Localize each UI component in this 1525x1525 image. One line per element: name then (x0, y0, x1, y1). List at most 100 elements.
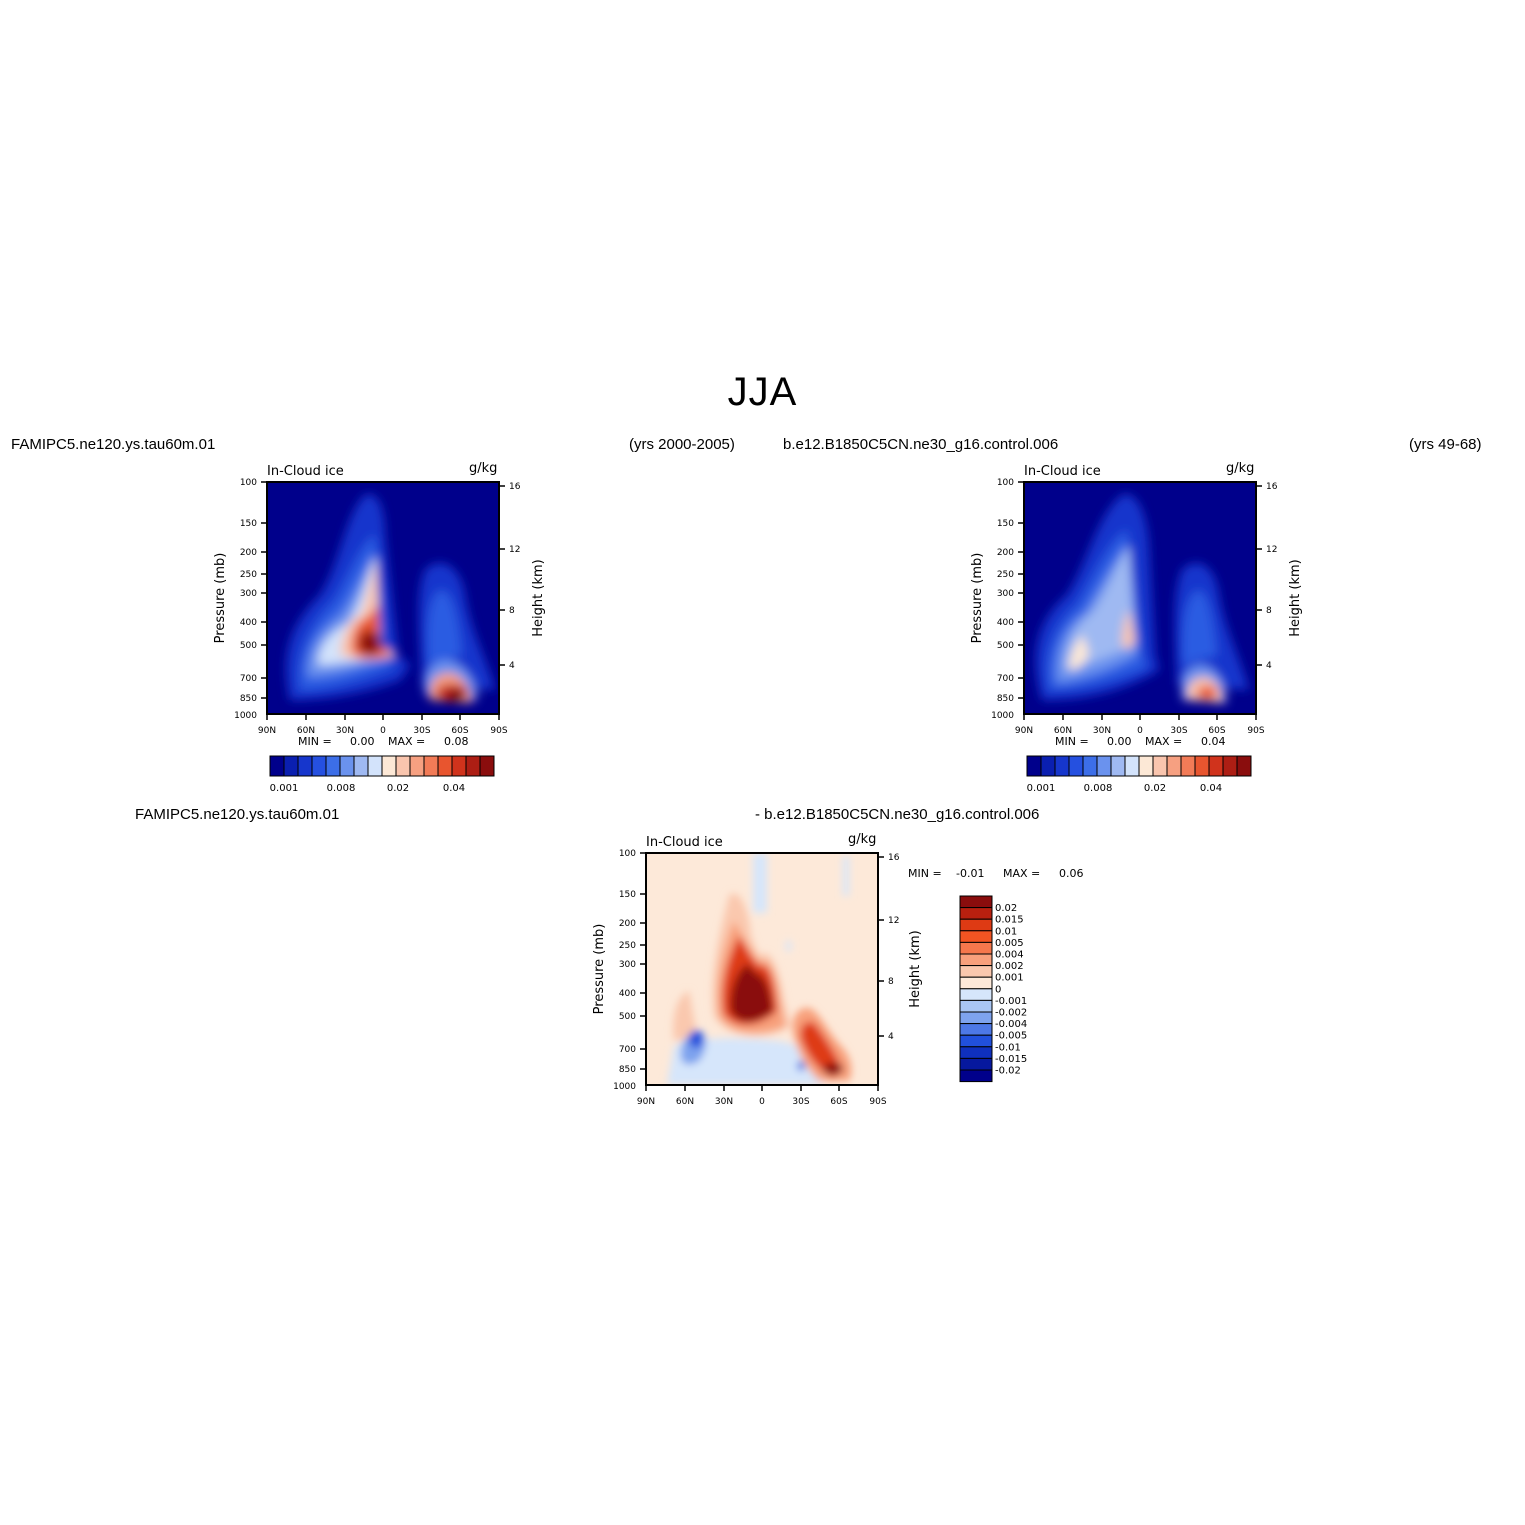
svg-text:1000: 1000 (234, 711, 257, 721)
diff-colorbar-box (959, 1057, 993, 1071)
svg-text:30S: 30S (1170, 726, 1187, 736)
svg-text:30S: 30S (413, 726, 430, 736)
left-cb-label-3: 0.02 (387, 783, 409, 794)
right-colorbar-box (1082, 755, 1098, 777)
svg-text:500: 500 (619, 1012, 636, 1022)
svg-text:200: 200 (619, 919, 636, 929)
left-var-label: In-Cloud ice (267, 464, 344, 479)
svg-text:300: 300 (240, 589, 257, 599)
svg-text:16: 16 (1266, 482, 1278, 492)
right-contour-field (1024, 482, 1256, 714)
diff-contour-field (646, 853, 878, 1085)
diff-colorbar-box (959, 976, 993, 990)
left-colorbar-box (353, 755, 369, 777)
left-colorbar-box (297, 755, 313, 777)
left-colorbar-box (339, 755, 355, 777)
svg-text:12: 12 (1266, 545, 1277, 555)
svg-text:90S: 90S (869, 1097, 886, 1107)
right-min-label: MIN = (1055, 735, 1089, 748)
right-colorbar-box (1194, 755, 1210, 777)
right-colorbar-box (1152, 755, 1168, 777)
diff-colorbar-box (959, 907, 993, 920)
svg-text:100: 100 (997, 478, 1014, 488)
left-colorbar-box (381, 755, 397, 777)
left-max-label: MAX = (388, 735, 425, 748)
svg-text:300: 300 (997, 589, 1014, 599)
svg-text:16: 16 (888, 853, 900, 863)
right-var-label: In-Cloud ice (1024, 464, 1101, 479)
diff-colorbar-box (959, 895, 993, 909)
svg-text:16: 16 (509, 482, 521, 492)
svg-text:12: 12 (888, 916, 899, 926)
diff-colorbar-box (959, 953, 993, 967)
svg-text:60N: 60N (297, 726, 315, 736)
right-colorbar-box (1026, 755, 1042, 777)
svg-text:700: 700 (240, 674, 257, 684)
left-height-label: Height (km) (531, 559, 546, 636)
diff-colorbar-box (959, 1011, 993, 1025)
left-cb-label-2: 0.008 (327, 783, 356, 794)
left-panel: In-Cloud ice g/kg 100 150 200 250 300 400 50… (213, 461, 546, 748)
svg-text:30S: 30S (792, 1097, 809, 1107)
left-pressure-label: Pressure (mb) (213, 553, 228, 644)
diff-max-value: 0.06 (1059, 867, 1084, 880)
diff-colorbar-box (959, 941, 993, 955)
svg-text:400: 400 (619, 989, 636, 999)
svg-text:12: 12 (509, 545, 520, 555)
diff-colorbar-label: 0.01 (995, 926, 1017, 937)
diff-colorbar-label: 0 (995, 984, 1001, 995)
diff-units: g/kg (848, 832, 876, 847)
svg-text:150: 150 (619, 890, 636, 900)
svg-text:200: 200 (240, 548, 257, 558)
svg-text:250: 250 (240, 570, 257, 580)
diff-colorbar (959, 895, 993, 1083)
diff-case-b: - b.e12.B1850C5CN.ne30_g16.control.006 (755, 806, 1040, 823)
svg-text:850: 850 (619, 1065, 636, 1075)
diff-colorbar-label: -0.002 (995, 1008, 1027, 1019)
diff-colorbar-label: 0.004 (995, 950, 1024, 961)
diff-colorbar-label: -0.015 (995, 1054, 1027, 1065)
svg-text:1000: 1000 (613, 1082, 636, 1092)
right-colorbar-box (1124, 755, 1140, 777)
svg-text:700: 700 (619, 1045, 636, 1055)
left-colorbar-box (479, 755, 495, 777)
right-colorbar-box (1068, 755, 1084, 777)
svg-text:250: 250 (619, 941, 636, 951)
diff-colorbar-box (959, 918, 993, 932)
svg-text:4: 4 (1266, 661, 1272, 671)
svg-text:4: 4 (888, 1032, 894, 1042)
right-case-name: b.e12.B1850C5CN.ne30_g16.control.006 (783, 436, 1059, 453)
left-colorbar: 0.001 0.008 0.02 0.04 (269, 755, 495, 794)
left-case-name: FAMIPC5.ne120.ys.tau60m.01 (11, 436, 216, 453)
diff-min-value: -0.01 (956, 867, 984, 880)
left-colorbar-box (269, 755, 285, 777)
svg-text:150: 150 (997, 519, 1014, 529)
diff-pressure-label: Pressure (mb) (592, 924, 607, 1015)
right-panel: In-Cloud ice g/kg 100 150 200 250 300 400 50… (970, 461, 1303, 748)
right-colorbar-box (1166, 755, 1182, 777)
left-cb-label-1: 0.001 (270, 783, 299, 794)
diff-var-label: In-Cloud ice (646, 835, 723, 850)
svg-text:400: 400 (997, 618, 1014, 628)
right-colorbar-box (1208, 755, 1224, 777)
right-max-value: 0.04 (1201, 735, 1226, 748)
left-colorbar-box (423, 755, 439, 777)
svg-text:0: 0 (1137, 726, 1143, 736)
left-colorbar-box (311, 755, 327, 777)
svg-text:60S: 60S (830, 1097, 847, 1107)
svg-text:100: 100 (240, 478, 257, 488)
svg-text:150: 150 (240, 519, 257, 529)
svg-text:4: 4 (509, 661, 515, 671)
svg-text:500: 500 (997, 641, 1014, 651)
svg-text:8: 8 (888, 977, 894, 987)
svg-text:60S: 60S (451, 726, 468, 736)
left-cb-label-4: 0.04 (443, 783, 465, 794)
svg-text:200: 200 (997, 548, 1014, 558)
svg-text:850: 850 (240, 694, 257, 704)
diff-case-a: FAMIPC5.ne120.ys.tau60m.01 (135, 806, 340, 823)
left-colorbar-box (367, 755, 383, 777)
svg-text:400: 400 (240, 618, 257, 628)
right-colorbar-box (1180, 755, 1196, 777)
left-colorbar-box (283, 755, 299, 777)
svg-text:700: 700 (997, 674, 1014, 684)
